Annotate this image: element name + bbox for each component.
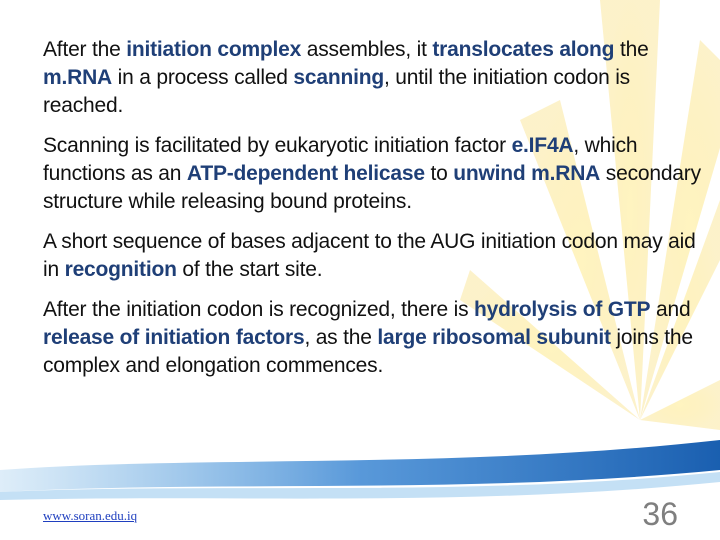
paragraph: Scanning is facilitated by eukaryotic in… [43, 132, 703, 216]
paragraph: After the initiation codon is recognized… [43, 296, 703, 380]
key-term: initiation complex [126, 38, 302, 61]
footer-url[interactable]: www.soran.edu.iq [43, 508, 138, 523]
body-text: After the initiation complex assembles, … [43, 36, 703, 392]
key-term: hydrolysis of GTP [474, 298, 651, 321]
text-run: the [614, 38, 649, 61]
key-term: translocates along [432, 38, 615, 61]
text-run: of the start site. [176, 258, 323, 281]
text-run: , which functions as an [43, 134, 638, 185]
paragraph: After the initiation complex assembles, … [43, 36, 703, 120]
text-run: in a process called [112, 66, 294, 89]
text-run: to [424, 162, 454, 185]
text-run: , until the initiation codon is reached. [43, 66, 630, 117]
text-run: After the initiation codon is recognized… [43, 298, 475, 321]
text-run: , as the [304, 326, 378, 349]
key-term: e.IF4A [511, 134, 574, 157]
page-number: 36 [642, 496, 678, 532]
key-term: m.RNA [43, 66, 113, 89]
text-run: and [650, 298, 691, 321]
swoosh [0, 472, 720, 500]
sunburst [460, 0, 720, 430]
text-run: secondary structure while releasing boun… [43, 162, 701, 213]
key-term: unwind m.RNA [453, 162, 601, 185]
key-term: large ribosomal subunit [377, 326, 611, 349]
text-run: A short sequence of bases adjacent to th… [43, 230, 696, 281]
key-term: recognition [64, 258, 177, 281]
text-run: assembles, it [301, 38, 433, 61]
key-term: scanning [293, 66, 385, 89]
key-term: ATP-dependent helicase [186, 162, 425, 185]
paragraph: A short sequence of bases adjacent to th… [43, 228, 703, 284]
text-run: joins the complex and elongation commenc… [43, 326, 693, 377]
key-term: release of initiation factors [43, 326, 305, 349]
text-run: After the [43, 38, 127, 61]
text-run: Scanning is facilitated by eukaryotic in… [43, 134, 512, 157]
swoosh [0, 440, 720, 492]
